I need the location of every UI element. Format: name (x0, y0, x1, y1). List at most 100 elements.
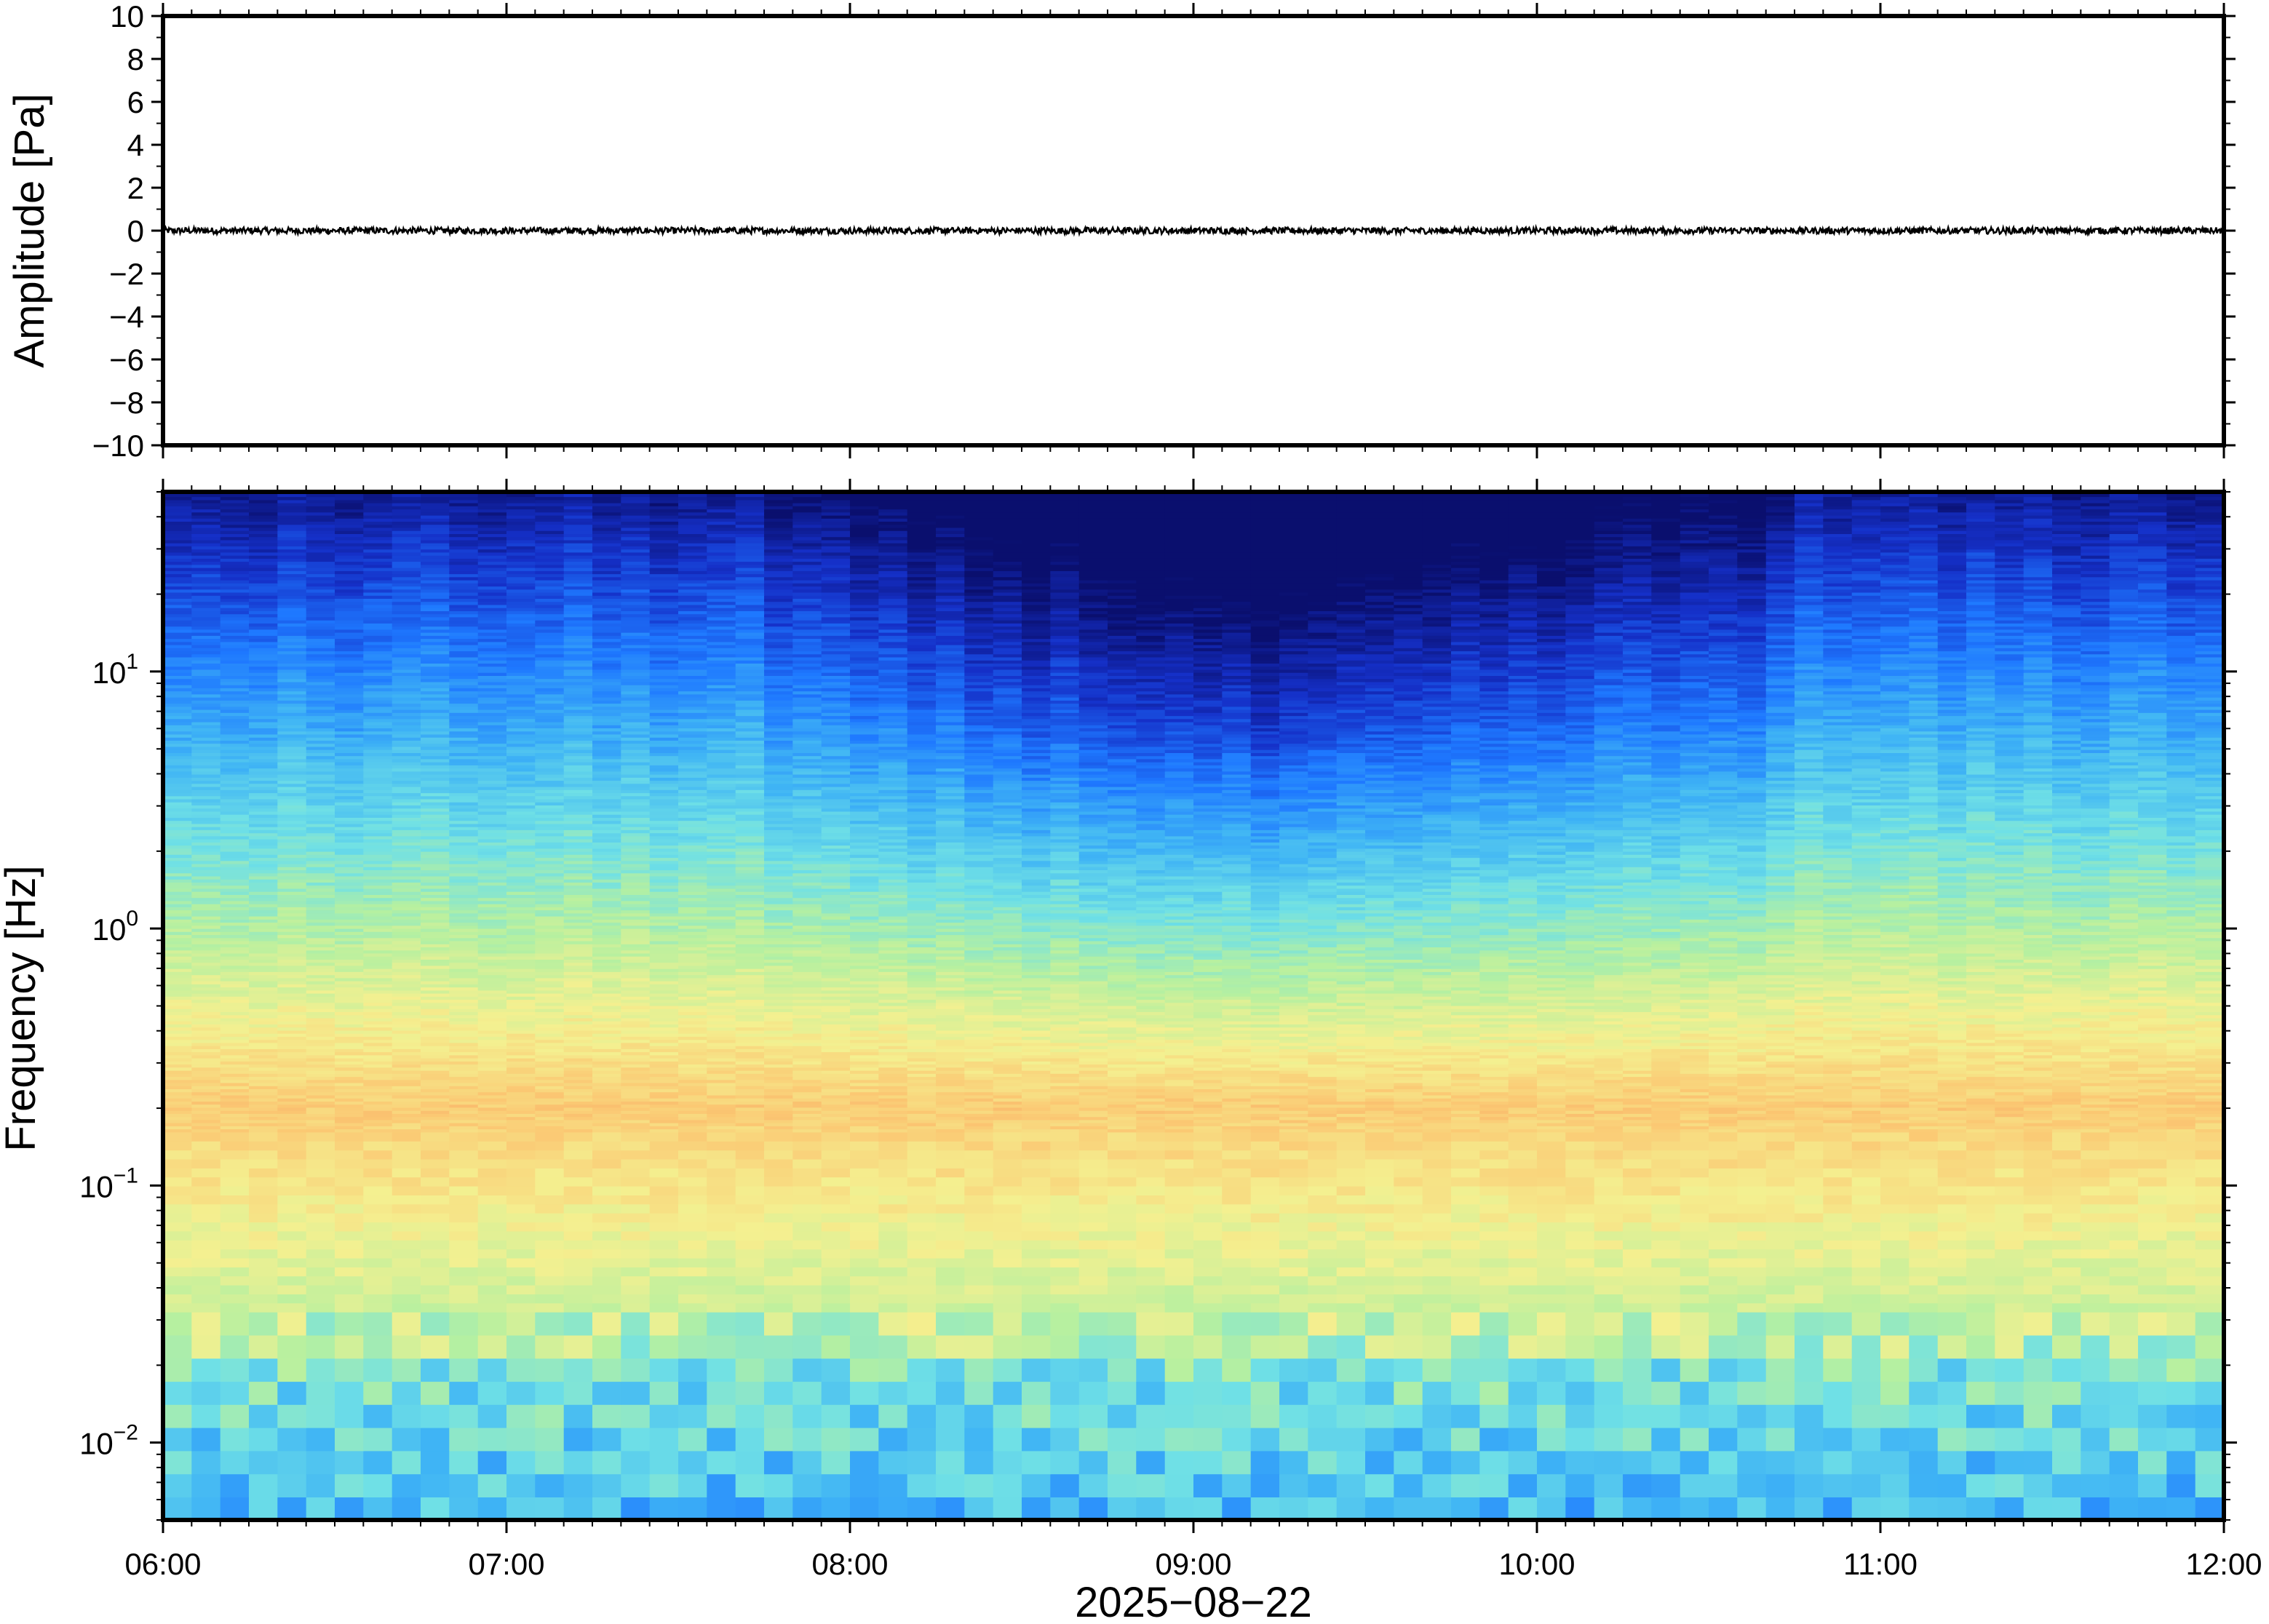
spectrogram-cell (1565, 1107, 1595, 1111)
spectrogram-cell (678, 1302, 708, 1313)
spectrogram-cell (1909, 1091, 1939, 1096)
spectrogram-cell (678, 1275, 708, 1286)
spectrogram-cell (1737, 1045, 1767, 1049)
spectrogram-cell (735, 1091, 765, 1096)
spectrogram-cell (306, 1036, 335, 1040)
spectrogram-cell (1022, 1473, 1052, 1497)
spectrogram-cell (277, 1284, 307, 1294)
spectrogram-cell (1594, 1358, 1624, 1382)
spectrogram-cell (1623, 1091, 1653, 1096)
spectrogram-cell (1851, 1048, 1881, 1053)
spectrogram-cell (1078, 1203, 1108, 1214)
spectrogram-cell (621, 1119, 651, 1123)
spectrogram-cell (421, 1051, 450, 1056)
spectrogram-cell (1078, 1497, 1108, 1520)
spectrogram-cell (1250, 1177, 1280, 1187)
spectrogram-cell (163, 1101, 193, 1105)
spectrogram-cell (1451, 1036, 1481, 1040)
spectrogram-cell (592, 1042, 622, 1046)
spectrogram-cell (1479, 1076, 1509, 1080)
spectrogram-cell (1765, 1497, 1795, 1520)
spectrogram-cell (1565, 1212, 1595, 1223)
spectrogram-cell (535, 1042, 565, 1046)
spectrogram-cell (592, 1358, 622, 1382)
spectrogram-cell (1651, 1240, 1681, 1250)
spectrogram-cell (649, 1024, 679, 1028)
spectrogram-cell (1508, 1107, 1538, 1111)
spectrogram-cell (735, 1381, 765, 1405)
spectrogram-cell (1479, 1185, 1509, 1195)
spectrogram-cell (707, 1110, 736, 1114)
spectrogram-cell (964, 1212, 994, 1223)
spectrogram-cell (2052, 1302, 2082, 1313)
spectrogram-cell (2138, 1294, 2168, 1304)
spectrogram-cell (1022, 1086, 1052, 1089)
spectrogram-cell (735, 1450, 765, 1475)
spectrogram-cell (1365, 1094, 1395, 1099)
spectrogram-cell (191, 1082, 221, 1086)
spectrogram-cell (1565, 1150, 1595, 1160)
spectrogram-cell (821, 1076, 851, 1080)
spectrogram-cell (335, 1450, 365, 1475)
spectrogram-cell (1594, 1086, 1624, 1089)
spectrogram-cell (449, 1222, 479, 1232)
spectrogram-cell (1623, 1122, 1653, 1126)
spectrogram-cell (1308, 1086, 1338, 1089)
spectrogram-cell (335, 1212, 365, 1223)
spectrogram-cell (907, 1141, 937, 1151)
spectrogram-cell (1508, 1091, 1538, 1096)
spectrogram-cell (936, 1082, 966, 1086)
spectrogram-cell (707, 1267, 736, 1277)
spectrogram-cell (1537, 1017, 1567, 1022)
spectrogram-cell (449, 1045, 479, 1049)
spectrogram-cell (907, 1061, 937, 1065)
spectrogram-cell (878, 1141, 908, 1151)
spectrogram-cell (993, 1032, 1022, 1037)
spectrogram-cell (535, 1404, 565, 1428)
spectrogram-cell (1909, 1358, 1939, 1382)
spectrogram-cell (277, 1036, 307, 1040)
spectrogram-cell (191, 1427, 221, 1452)
spectrogram-cell (392, 1036, 421, 1040)
spectrogram-cell (707, 1045, 736, 1049)
spectrogram-cell (993, 1427, 1022, 1452)
spectrogram-cell (1594, 1497, 1624, 1520)
spectrogram-cell (477, 1150, 507, 1160)
spectrogram-cell (964, 1101, 994, 1105)
spectrogram-cell (1709, 1076, 1738, 1080)
spectrogram-cell (2195, 1222, 2224, 1232)
spectrogram-cell (220, 1051, 250, 1056)
spectrogram-cell (2166, 1141, 2196, 1151)
spectrogram-cell (1108, 1275, 1137, 1286)
spectrogram-cell (306, 1427, 335, 1452)
spectrogram-cell (1451, 1257, 1481, 1267)
spectrogram-cell (306, 1021, 335, 1024)
spectrogram-cell (1651, 1294, 1681, 1304)
spectrogram-cell (792, 1427, 822, 1452)
spectrogram-cell (1709, 1177, 1738, 1187)
spectrogram-cell (1164, 1057, 1194, 1062)
spectrogram-cell (563, 1061, 593, 1065)
spectrogram-cell (592, 1257, 622, 1267)
spectrogram-cell (792, 1122, 822, 1126)
spectrogram-cell (249, 1427, 279, 1452)
spectrogram-cell (2166, 1404, 2196, 1428)
spectrogram-cell (621, 1185, 651, 1195)
spectrogram-cell (2052, 1404, 2082, 1428)
spectrogram-cell (964, 1107, 994, 1111)
spectrogram-cell (1594, 1177, 1624, 1187)
spectrogram-cell (735, 1082, 765, 1086)
spectrogram-cell (878, 1294, 908, 1304)
spectrogram-cell (506, 1129, 536, 1133)
spectrogram-cell (2166, 1104, 2196, 1108)
spectrogram-cell (649, 1240, 679, 1250)
spectrogram-cell (1078, 1113, 1108, 1118)
spectrogram-cell (191, 1240, 221, 1250)
spectrogram-cell (1336, 1104, 1366, 1108)
spectrogram-cell (678, 1048, 708, 1053)
spectrogram-cell (707, 1061, 736, 1065)
spectrogram-cell (1795, 1076, 1824, 1080)
spectrogram-cell (1394, 1203, 1423, 1214)
spectrogram-cell (1623, 1042, 1653, 1046)
spectrogram-cell (1365, 1302, 1395, 1313)
